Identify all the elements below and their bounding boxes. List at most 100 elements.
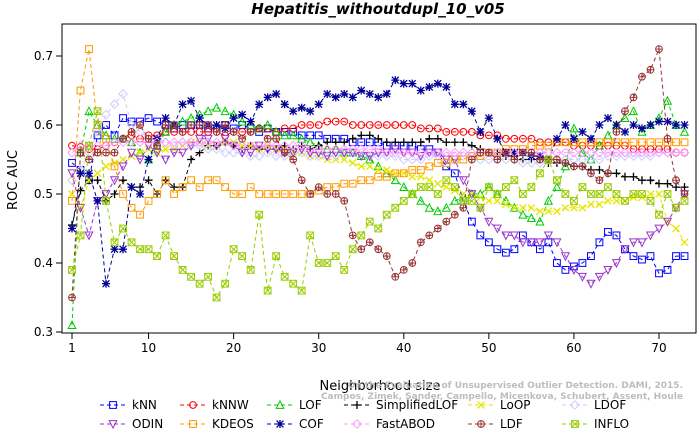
data-point-cof <box>195 114 204 123</box>
legend-entry-simplifiedlof: SimplifiedLOF <box>344 398 458 412</box>
data-point-ldf <box>272 134 281 143</box>
data-point-kdeos <box>195 183 204 191</box>
data-point-loop <box>391 169 400 178</box>
data-point-cof <box>119 245 128 254</box>
data-point-knnw <box>518 134 527 143</box>
data-point-kdeos <box>646 138 655 147</box>
data-point-ldof <box>245 151 256 161</box>
data-point-cof <box>178 100 187 109</box>
data-point-lof <box>679 126 690 136</box>
data-point-ldf <box>127 128 136 136</box>
data-point-ldf <box>578 162 587 171</box>
data-point-loop <box>365 162 374 171</box>
data-point-fastabod <box>679 147 690 158</box>
data-point-cof <box>272 89 281 98</box>
data-point-knn <box>102 121 110 129</box>
data-point-ldf <box>680 190 689 198</box>
data-point-fastabod <box>398 147 409 158</box>
data-point-cof <box>331 93 340 102</box>
data-point-loop <box>646 190 655 198</box>
data-point-cof <box>382 89 391 98</box>
data-point-ldf <box>331 190 340 198</box>
data-point-inflo <box>229 245 238 254</box>
data-point-inflo <box>578 183 587 191</box>
data-point-lof <box>416 195 426 205</box>
data-point-inflo <box>621 197 629 205</box>
data-point-knn <box>655 269 663 278</box>
data-point-inflo <box>144 245 153 254</box>
legend-label-kdeos: KDEOS <box>212 417 254 431</box>
data-point-knnw <box>391 121 400 129</box>
data-point-simplifiedlof <box>357 131 366 140</box>
data-point-loop <box>204 141 212 150</box>
data-point-odin <box>637 238 647 248</box>
data-point-ldof <box>228 147 239 158</box>
data-point-fastabod <box>254 140 265 151</box>
y-tick-label: 0.5 <box>34 187 53 201</box>
data-point-simplifiedlof <box>93 176 102 185</box>
data-point-simplifiedlof <box>450 138 459 147</box>
data-point-inflo <box>170 252 178 260</box>
data-point-cof <box>238 110 247 119</box>
data-point-knnw <box>365 121 374 129</box>
data-point-kdeos <box>93 121 102 129</box>
data-point-odin <box>509 231 519 241</box>
data-point-cof <box>110 245 119 254</box>
data-point-ldf <box>348 231 357 240</box>
data-point-knn <box>314 131 323 140</box>
data-point-inflo <box>289 279 298 288</box>
data-point-ldf <box>314 183 323 192</box>
data-point-simplifiedlof <box>136 183 145 192</box>
data-point-ldf <box>399 266 408 274</box>
data-point-inflo <box>493 190 502 198</box>
data-point-loop <box>399 169 408 178</box>
data-point-kdeos <box>391 169 400 178</box>
data-point-loop <box>433 179 442 188</box>
data-point-lof <box>365 154 375 164</box>
data-point-simplifiedlof <box>119 176 128 185</box>
data-point-fastabod <box>611 147 622 158</box>
data-point-kdeos <box>161 176 170 185</box>
data-point-simplifiedlof <box>110 190 119 198</box>
legend-marker-ldof <box>570 400 580 410</box>
data-point-lof <box>620 113 630 122</box>
data-point-kdeos <box>136 210 144 219</box>
data-point-lof <box>450 195 460 205</box>
data-point-kdeos <box>595 138 604 147</box>
data-point-knnw <box>348 121 357 129</box>
data-point-ldof <box>271 151 282 161</box>
data-point-kdeos <box>408 165 417 174</box>
data-point-inflo <box>638 190 646 198</box>
data-point-knn <box>493 245 502 254</box>
data-point-simplifiedlof <box>144 176 153 185</box>
data-point-simplifiedlof <box>374 134 383 143</box>
data-point-inflo <box>187 272 196 281</box>
data-point-ldof <box>586 154 596 165</box>
data-point-knnw <box>425 124 434 133</box>
data-point-inflo <box>484 183 493 191</box>
data-point-fastabod <box>577 147 588 158</box>
data-point-simplifiedlof <box>314 141 323 150</box>
data-point-knn <box>561 266 570 274</box>
data-point-knn <box>629 252 638 260</box>
data-point-inflo <box>127 238 136 247</box>
data-point-inflo <box>399 197 408 205</box>
data-point-kdeos <box>263 190 272 198</box>
data-point-fastabod <box>203 137 214 148</box>
data-point-fastabod <box>586 147 596 158</box>
data-point-cof <box>510 148 519 157</box>
data-point-ldof <box>254 151 265 161</box>
data-point-inflo <box>595 190 604 198</box>
data-point-ldf <box>510 155 519 164</box>
data-point-fastabod <box>228 140 239 151</box>
data-point-odin <box>611 259 622 269</box>
data-point-knnw <box>331 117 340 126</box>
data-point-ldf <box>587 169 595 178</box>
data-point-knn <box>476 231 485 240</box>
data-point-lof <box>543 195 554 205</box>
data-point-loop <box>544 207 553 216</box>
data-point-inflo <box>212 293 221 302</box>
data-point-cof <box>561 121 570 129</box>
data-point-inflo <box>85 141 93 150</box>
data-point-cof <box>493 134 502 143</box>
